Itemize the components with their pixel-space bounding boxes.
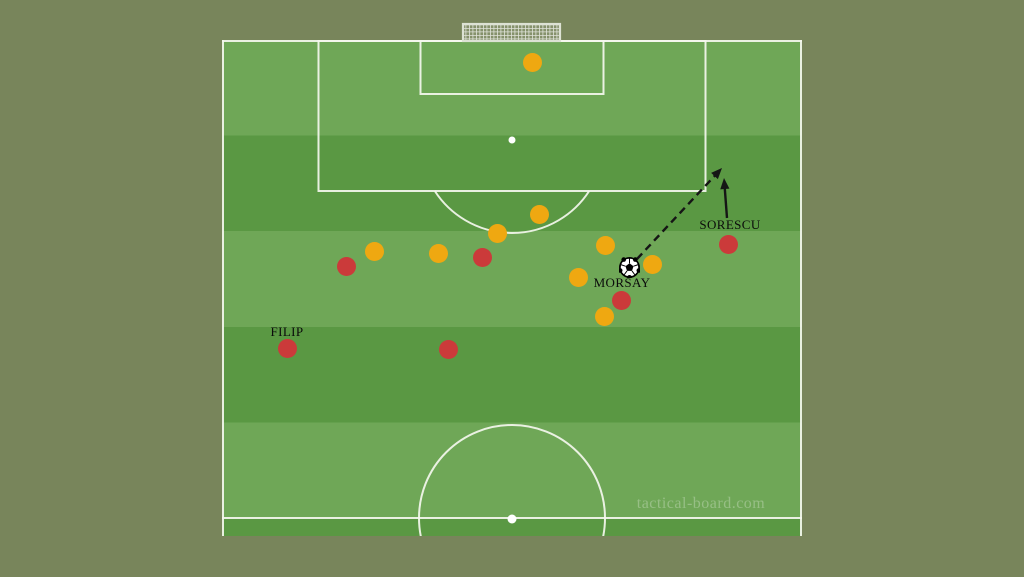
player-label[interactable]: MORSAY <box>593 275 651 290</box>
penalty-spot <box>508 136 516 144</box>
center-spot <box>507 514 517 524</box>
player-marker-yellow[interactable] <box>487 223 507 243</box>
player-marker-yellow[interactable] <box>529 204 549 224</box>
run-arrow <box>723 186 729 219</box>
player-marker-red[interactable] <box>611 290 631 310</box>
center-circle <box>418 424 606 536</box>
player-label[interactable]: SORESCU <box>699 217 761 232</box>
player-label[interactable]: FILIP <box>270 324 304 339</box>
player-marker-red[interactable] <box>472 247 492 267</box>
player-marker-red[interactable] <box>718 234 738 254</box>
player-marker-red[interactable] <box>438 339 458 359</box>
run-arrow-head <box>720 178 730 190</box>
player-marker-red[interactable] <box>277 338 297 358</box>
ball-marker[interactable] <box>617 256 641 280</box>
player-marker-red[interactable] <box>336 256 356 276</box>
goal-net <box>461 22 562 43</box>
player-marker-yellow[interactable] <box>568 267 588 287</box>
player-marker-yellow[interactable] <box>594 306 614 326</box>
pass-arrow-head <box>711 168 722 180</box>
player-marker-yellow[interactable] <box>364 241 384 261</box>
penalty-arc <box>433 190 591 234</box>
player-marker-yellow[interactable] <box>642 254 662 274</box>
watermark: tactical-board.com <box>636 495 766 512</box>
player-marker-yellow[interactable] <box>522 52 542 72</box>
player-marker-yellow[interactable] <box>428 243 448 263</box>
pass-arrow <box>636 173 717 260</box>
player-marker-yellow[interactable] <box>595 235 615 255</box>
soccer-ball-icon <box>617 256 641 280</box>
